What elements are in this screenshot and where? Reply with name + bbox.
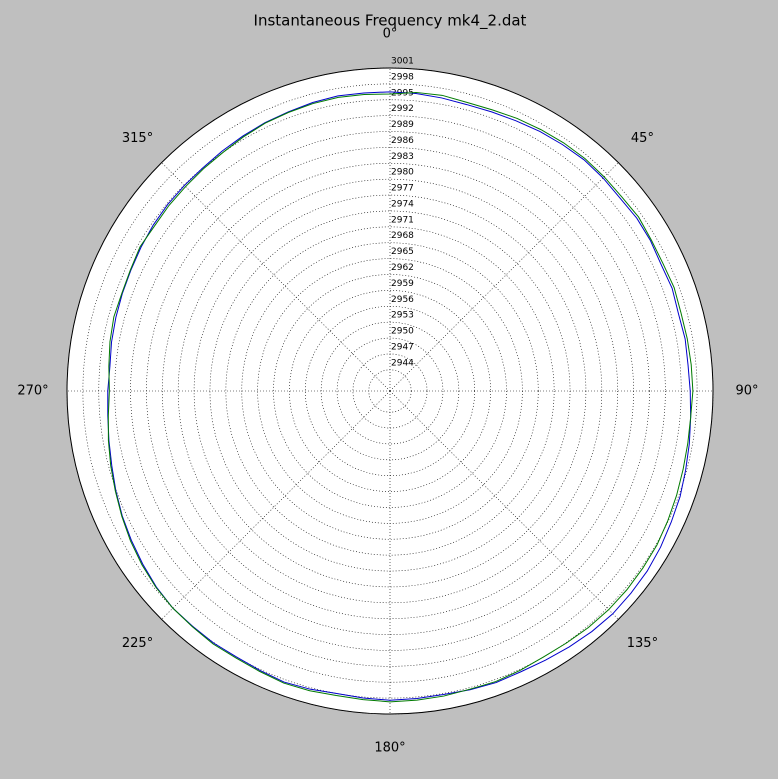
r-tick-label: 2980 (391, 168, 414, 178)
r-tick-label: 2977 (391, 184, 414, 194)
series-line (107, 91, 692, 701)
grid-circle (130, 131, 650, 651)
r-tick-label: 2950 (391, 327, 414, 337)
theta-tick-label: 90° (735, 384, 758, 399)
theta-tick-label: 270° (17, 384, 48, 399)
r-tick-label: 2953 (391, 311, 414, 321)
r-tick-label: 2992 (391, 104, 414, 114)
theta-tick-label: 315° (122, 131, 153, 146)
grid-circle (241, 242, 539, 540)
grid-circle (225, 226, 555, 556)
grid-circle (162, 163, 618, 619)
grid-circle (336, 337, 444, 445)
grid-circle (82, 83, 698, 699)
grid-circle (114, 115, 666, 667)
r-tick-label: 2989 (391, 120, 414, 130)
grid-circle (273, 274, 507, 508)
r-tick-label: 2986 (391, 136, 414, 146)
series-line (107, 91, 694, 703)
theta-tick-label: 0° (383, 27, 398, 42)
r-tick-label: 2956 (391, 295, 414, 305)
r-tick-label: 2971 (391, 215, 414, 225)
grid-circle (352, 353, 428, 429)
r-tick-label: 2965 (391, 247, 414, 257)
grid-circle (289, 290, 491, 492)
theta-tick-label: 45° (631, 131, 654, 146)
r-tick-label: 2947 (391, 342, 414, 352)
grid-circle (320, 321, 460, 461)
grid-circle (177, 178, 603, 604)
r-tick-label: 2962 (391, 263, 414, 273)
theta-tick-label: 180° (374, 741, 405, 756)
theta-tick-label: 225° (122, 636, 153, 651)
plot-border (66, 67, 714, 715)
r-tick-label: 2974 (391, 199, 414, 209)
chart-title: Instantaneous Frequency mk4_2.dat (254, 12, 527, 31)
r-tick-label: 2968 (391, 231, 414, 241)
r-tick-label: 2983 (391, 152, 414, 162)
r-tick-label: 2944 (391, 358, 414, 368)
r-tick-label: 2998 (391, 72, 414, 82)
r-tick-label: 2959 (391, 279, 414, 289)
theta-tick-label: 135° (627, 636, 658, 651)
r-tick-label: 3001 (391, 57, 414, 67)
